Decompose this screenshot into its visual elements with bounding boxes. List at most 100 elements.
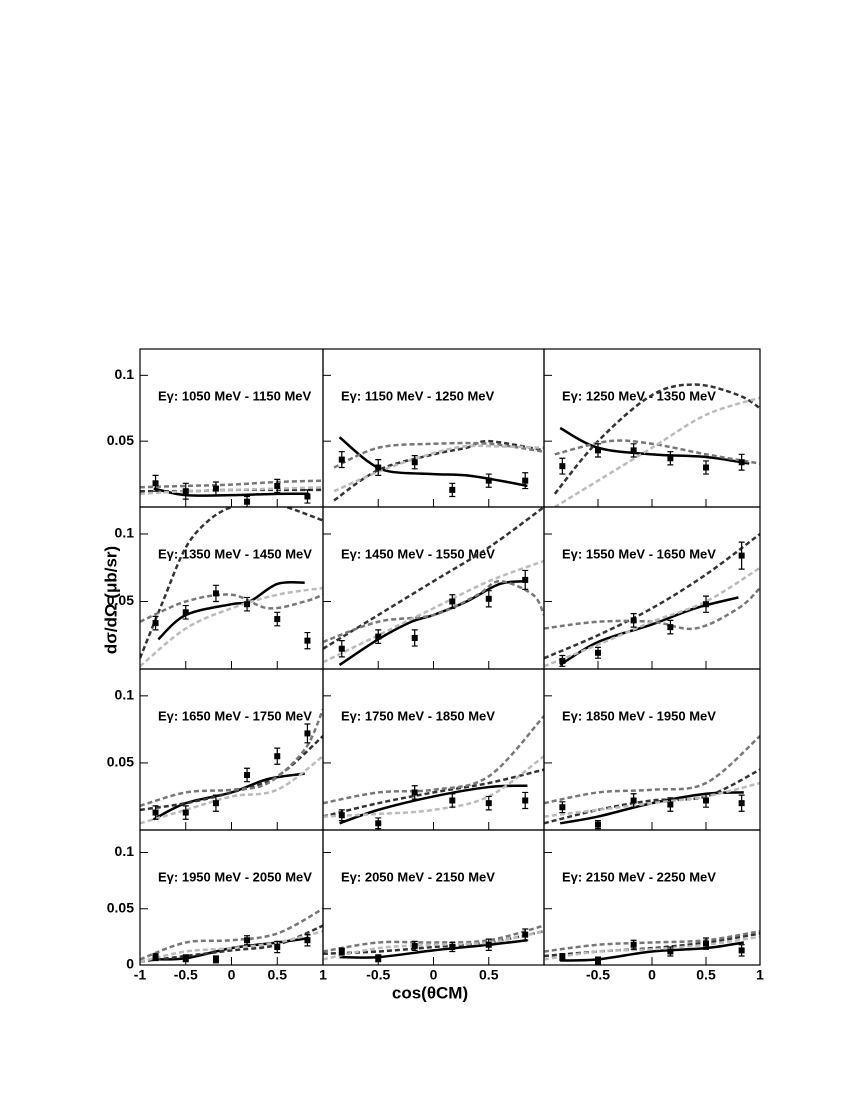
model-curve [323, 507, 544, 650]
model-curve [140, 708, 323, 808]
plot-area: Eγ: 1650 MeV - 1750 MeV [140, 708, 323, 825]
plot-area: Eγ: 1850 MeV - 1950 MeV [544, 708, 760, 830]
data-point [152, 954, 159, 961]
model-curve [338, 436, 528, 488]
data-point [559, 657, 566, 664]
data-point [274, 753, 281, 760]
panel-title: Eγ: 1950 MeV - 2050 MeV [158, 869, 312, 884]
data-point [738, 552, 745, 559]
panel: Eγ: 1850 MeV - 1950 MeV [543, 668, 761, 831]
model-curve [544, 781, 760, 818]
data-point [485, 477, 492, 484]
panel: Eγ: 1550 MeV - 1650 MeV [543, 506, 761, 670]
data-point [182, 809, 189, 816]
model-curve [323, 755, 544, 818]
data-point [630, 447, 637, 454]
plot-area: Eγ: 2150 MeV - 2250 MeV [544, 869, 760, 965]
model-curve [140, 586, 323, 668]
data-point [595, 821, 601, 828]
data-point [304, 937, 311, 944]
data-point [375, 464, 382, 471]
y-tick-label: 0.1 [115, 843, 135, 859]
data-point [244, 498, 251, 505]
data-point [338, 645, 345, 652]
data-point [182, 609, 189, 616]
model-curve [323, 715, 544, 805]
model-curve [323, 930, 544, 961]
model-curve [140, 907, 323, 961]
x-tick-label: -0.5 [586, 967, 610, 983]
model-curve [544, 566, 760, 668]
data-point [304, 730, 311, 737]
data-point [152, 809, 159, 816]
plot-area: Eγ: 1150 MeV - 1250 MeV [333, 388, 544, 502]
panel-frame [139, 348, 324, 508]
data-point [375, 820, 382, 827]
model-curve [544, 533, 760, 660]
data-point [449, 944, 456, 950]
panel-frame [322, 668, 545, 831]
data-point [522, 477, 529, 484]
data-point [485, 595, 492, 602]
data-point [274, 616, 281, 623]
data-point [449, 598, 456, 605]
data-point [152, 620, 159, 627]
model-curve [140, 507, 323, 659]
x-tick-label: 0.5 [268, 967, 288, 983]
panel-title: Eγ: 2050 MeV - 2150 MeV [341, 869, 495, 884]
panel-title: Eγ: 1850 MeV - 1950 MeV [562, 708, 716, 723]
plot-area: Eγ: 1550 MeV - 1650 MeV [544, 533, 760, 668]
plot-area: Eγ: 1750 MeV - 1850 MeV [323, 708, 544, 830]
model-curve [323, 579, 544, 644]
data-point [559, 463, 566, 470]
data-point [703, 601, 709, 608]
model-curve [140, 930, 323, 963]
panel-frame [543, 829, 761, 966]
data-point [738, 459, 745, 466]
x-tick-label: 1 [756, 967, 764, 983]
model-curve [140, 593, 323, 623]
x-tick-label: -0.5 [366, 967, 390, 983]
data-point [485, 941, 492, 948]
panel-title: Eγ: 1250 MeV - 1350 MeV [562, 388, 716, 403]
panel-title: Eγ: 1450 MeV - 1550 MeV [341, 546, 495, 561]
data-point [703, 797, 709, 804]
y-tick-label: 0.05 [107, 592, 134, 608]
model-curve [559, 791, 744, 825]
data-point [522, 931, 529, 938]
data-point [738, 947, 745, 954]
data-point [630, 797, 637, 804]
panel-frame [139, 829, 324, 966]
panel: Eγ: 1450 MeV - 1550 MeV [322, 506, 545, 670]
data-point [667, 455, 674, 462]
model-curve [339, 939, 528, 959]
panel-title: Eγ: 1050 MeV - 1150 MeV [158, 388, 312, 403]
data-point [338, 812, 345, 819]
data-point [522, 576, 529, 583]
plot-area: Eγ: 1350 MeV - 1450 MeV [140, 507, 323, 668]
plot-area: Eγ: 1450 MeV - 1550 MeV [323, 507, 544, 666]
panel: Eγ: 1250 MeV - 1350 MeV [543, 348, 761, 508]
x-tick-label: 1 [319, 967, 327, 983]
data-point [738, 800, 745, 807]
model-curve [153, 487, 310, 497]
x-tick-label: 0 [648, 967, 656, 983]
panel: -0.5 0 0.5 1 Eγ: 2150 MeV - 2250 MeV [543, 829, 764, 983]
model-curve [544, 935, 760, 961]
data-point [411, 789, 418, 796]
data-point [595, 447, 601, 454]
data-point [667, 624, 674, 631]
data-point [212, 956, 219, 963]
plot-area: Eγ: 1050 MeV - 1150 MeV [140, 388, 323, 507]
model-curve [560, 941, 744, 962]
plot-area: Eγ: 1250 MeV - 1350 MeV [553, 383, 760, 507]
y-axis-label: dσ/dΩ (μb/sr) [101, 546, 120, 654]
data-point [375, 955, 382, 962]
data-point [244, 937, 251, 944]
y-tick-label: 0.05 [107, 432, 134, 448]
panel: 0 0.05 0.1 -1 -0.5 0 0.5 1 Eγ: 1950 MeV - 2050 M… [107, 829, 327, 983]
model-curve [554, 439, 760, 465]
data-point [182, 488, 189, 495]
data-point [595, 957, 601, 964]
